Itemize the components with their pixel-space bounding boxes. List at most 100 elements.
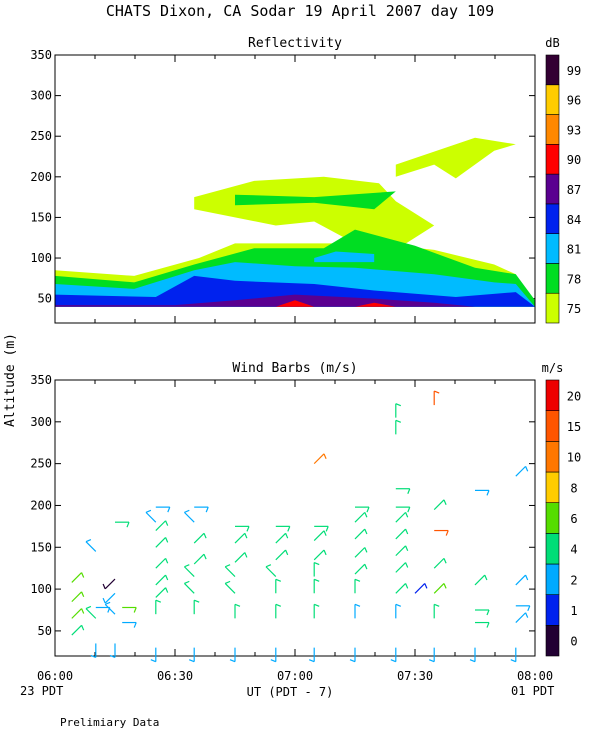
wind-barb-shaft — [275, 532, 287, 544]
wind-colorbar-swatch — [545, 410, 560, 442]
reflectivity-contour — [395, 137, 516, 179]
wind-barb — [313, 530, 327, 542]
wind-colorbar-swatch — [545, 563, 560, 595]
wind-barb — [428, 647, 435, 663]
wind-barb — [510, 647, 517, 663]
wind-barb-shaft — [155, 537, 167, 548]
wind-barb-flag — [525, 612, 529, 618]
wind-barb — [390, 647, 397, 663]
wind-barb-shaft — [433, 583, 445, 594]
wind-barb — [229, 647, 236, 663]
reflectivity-colorbar-label: 84 — [567, 213, 581, 227]
wind-barb-flag — [469, 659, 476, 663]
wind-colorbar-label: 20 — [567, 389, 581, 403]
wind-barb — [95, 606, 111, 613]
wind-barb-flag — [229, 659, 236, 663]
wind-barb-shaft — [354, 547, 366, 558]
wind-barb — [314, 525, 329, 532]
wind-barb — [115, 521, 130, 528]
wind-barb — [155, 574, 169, 586]
wind-barb — [155, 506, 171, 513]
wind-barb — [515, 612, 529, 623]
wind-barb — [234, 532, 248, 544]
wind-xtick-label: 07:00 — [277, 669, 313, 683]
wind-barb-shaft — [395, 511, 407, 523]
wind-ytick-label: 350 — [30, 373, 52, 387]
reflectivity-contour — [194, 176, 435, 250]
wind-barb — [313, 561, 320, 577]
wind-barb — [395, 603, 402, 619]
reflectivity-ytick-label: 300 — [30, 89, 52, 103]
wind-barb-flag — [323, 453, 327, 459]
wind-barb-flag — [510, 659, 517, 663]
wind-colorbar-swatch — [545, 441, 560, 473]
wind-barb — [193, 599, 200, 615]
wind-barb-shaft — [193, 553, 205, 565]
wind-barb — [275, 603, 282, 619]
wind-barb — [275, 549, 289, 561]
wind-barb-shaft — [313, 530, 325, 542]
wind-barb-shaft — [71, 624, 83, 636]
wind-ytick-label: 100 — [30, 582, 52, 596]
wind-barb — [183, 580, 195, 594]
wind-barb-flag — [205, 506, 209, 513]
reflectivity-contour — [314, 251, 375, 263]
wind-barb-flag — [405, 528, 409, 535]
reflectivity-colorbar-label: 81 — [567, 243, 581, 257]
wind-ytick-label: 150 — [30, 540, 52, 554]
wind-ytick-label: 200 — [30, 498, 52, 512]
wind-barb-flag — [527, 605, 531, 612]
wind-barb-shaft — [193, 532, 205, 544]
wind-barb — [235, 525, 250, 532]
wind-barb — [354, 603, 361, 619]
wind-barb — [71, 608, 85, 619]
wind-barb-flag — [81, 608, 85, 614]
y-axis-label: Altitude (m) — [3, 333, 18, 427]
wind-barb-shaft — [433, 557, 445, 569]
wind-colorbar: m/s 0 1 2 4 6 8 10 15 20 — [542, 361, 581, 657]
wind-barb — [85, 605, 97, 619]
wind-barb-shaft — [395, 545, 407, 557]
wind-barb-flag — [486, 609, 490, 616]
wind-barb — [155, 587, 169, 598]
wind-barb — [102, 592, 116, 604]
wind-barb-flag — [349, 659, 356, 663]
wind-colorbar-swatch — [545, 471, 560, 503]
wind-barb — [354, 511, 368, 523]
wind-barb — [265, 564, 277, 577]
wind-barb-flag — [244, 533, 248, 539]
wind-barb-flag — [246, 526, 250, 532]
wind-barb-flag — [133, 622, 137, 628]
wind-barb-shaft — [183, 566, 195, 577]
wind-barb-flag — [486, 622, 490, 628]
wind-barb-flag — [104, 601, 111, 605]
wind-ytick-label: 50 — [38, 624, 52, 638]
wind-xtick-label: 07:30 — [397, 669, 433, 683]
wind-barb — [349, 647, 356, 663]
reflectivity-contour — [355, 302, 396, 307]
wind-barb — [475, 621, 490, 628]
wind-barb-flag — [167, 506, 171, 513]
wind-barb — [395, 545, 409, 557]
reflectivity-ytick-label: 350 — [30, 48, 52, 62]
x-axis-label: UT (PDT - 7) — [247, 685, 334, 699]
reflectivity-ytick-label: 200 — [30, 170, 52, 184]
wind-barb-shaft — [474, 574, 486, 586]
wind-barb-flag — [224, 564, 231, 568]
reflectivity-colorbar-label: 87 — [567, 183, 581, 197]
wind-barb — [395, 488, 411, 494]
reflectivity-colorbar-swatch — [545, 263, 560, 294]
wind-barb-shaft — [234, 552, 246, 563]
wind-barb-shaft — [265, 566, 277, 577]
reflectivity-colorbar-swatch — [545, 84, 560, 115]
wind-barb — [313, 549, 327, 561]
wind-barb-flag — [443, 583, 447, 589]
reflectivity-colorbar: dB 75 78 81 84 87 90 93 96 99 — [545, 36, 581, 324]
wind-barb-shaft — [183, 583, 195, 594]
wind-barb-flag — [424, 583, 428, 589]
wind-barb-flag — [443, 499, 447, 505]
wind-barb — [395, 419, 402, 435]
wind-barb-shaft — [85, 541, 97, 552]
wind-barb-flag — [354, 603, 361, 607]
